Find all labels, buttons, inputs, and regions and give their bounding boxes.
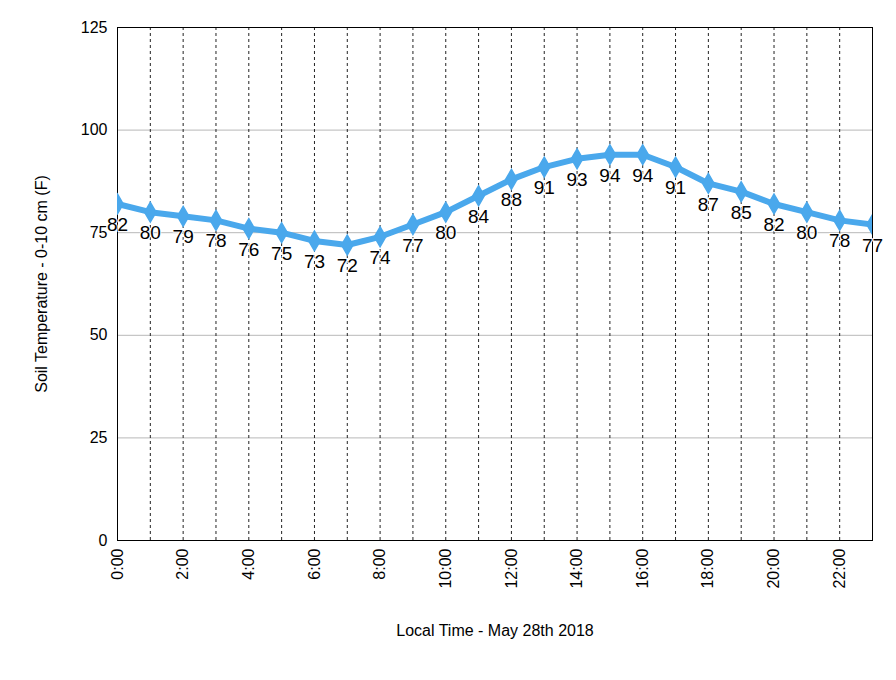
svg-text:79: 79 xyxy=(173,226,194,247)
svg-text:93: 93 xyxy=(566,169,587,190)
svg-text:0:00: 0:00 xyxy=(109,548,126,579)
svg-text:75: 75 xyxy=(271,243,292,264)
svg-text:18:00: 18:00 xyxy=(699,548,716,588)
svg-text:76: 76 xyxy=(238,239,259,260)
svg-text:4:00: 4:00 xyxy=(240,548,257,579)
svg-text:88: 88 xyxy=(501,189,522,210)
svg-text:77: 77 xyxy=(402,235,423,256)
svg-text:77: 77 xyxy=(862,235,883,256)
svg-text:22:00: 22:00 xyxy=(831,548,848,588)
svg-text:8:00: 8:00 xyxy=(371,548,388,579)
svg-text:75: 75 xyxy=(90,224,108,241)
svg-text:16:00: 16:00 xyxy=(634,548,651,588)
svg-text:72: 72 xyxy=(337,255,358,276)
svg-text:91: 91 xyxy=(665,177,686,198)
svg-text:80: 80 xyxy=(140,222,161,243)
svg-text:50: 50 xyxy=(90,326,108,343)
svg-text:20:00: 20:00 xyxy=(765,548,782,588)
svg-text:78: 78 xyxy=(829,230,850,251)
svg-text:Soil Temperature - 0-10 cm (F): Soil Temperature - 0-10 cm (F) xyxy=(33,175,50,393)
svg-text:82: 82 xyxy=(763,214,784,235)
svg-text:85: 85 xyxy=(731,202,752,223)
svg-text:0: 0 xyxy=(99,532,108,549)
svg-text:80: 80 xyxy=(435,222,456,243)
svg-text:94: 94 xyxy=(599,165,621,186)
svg-text:87: 87 xyxy=(698,194,719,215)
svg-text:82: 82 xyxy=(107,214,128,235)
svg-text:100: 100 xyxy=(81,121,108,138)
svg-text:91: 91 xyxy=(534,177,555,198)
svg-text:80: 80 xyxy=(796,222,817,243)
svg-text:78: 78 xyxy=(205,230,226,251)
svg-text:84: 84 xyxy=(468,206,490,227)
svg-text:12:00: 12:00 xyxy=(503,548,520,588)
svg-text:2:00: 2:00 xyxy=(174,548,191,579)
svg-text:10:00: 10:00 xyxy=(437,548,454,588)
svg-text:74: 74 xyxy=(370,247,392,268)
svg-text:125: 125 xyxy=(81,19,108,36)
svg-text:6:00: 6:00 xyxy=(306,548,323,579)
svg-text:25: 25 xyxy=(90,429,108,446)
svg-text:73: 73 xyxy=(304,251,325,272)
svg-text:94: 94 xyxy=(632,165,654,186)
svg-text:14:00: 14:00 xyxy=(568,548,585,588)
svg-text:Local Time - May 28th 2018: Local Time - May 28th 2018 xyxy=(396,622,594,639)
